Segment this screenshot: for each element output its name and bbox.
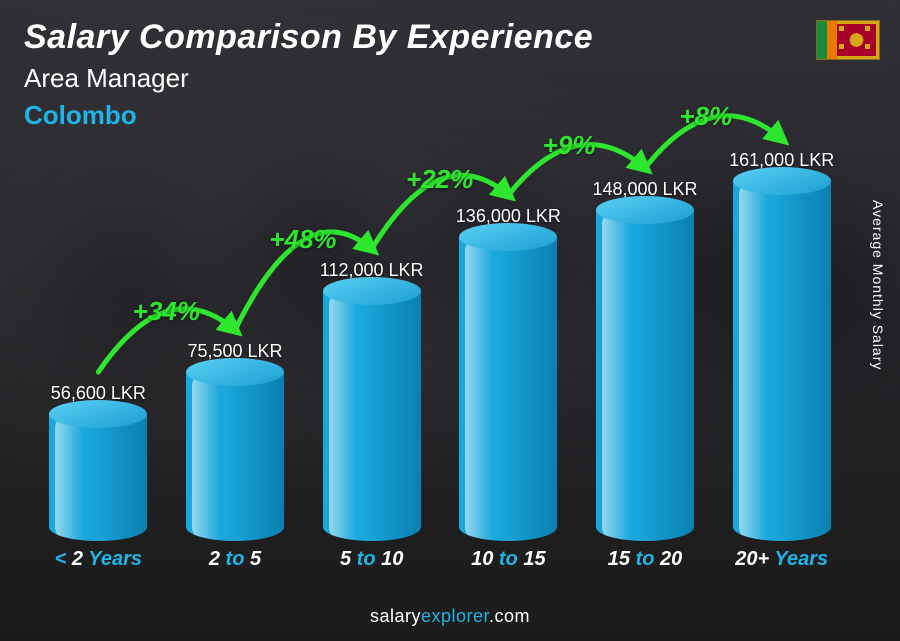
y-axis-label: Average Monthly Salary xyxy=(870,200,886,370)
pct-label: +9% xyxy=(543,130,596,161)
pct-label: +34% xyxy=(133,296,200,327)
bar xyxy=(323,291,421,541)
category-label: < 2 Years xyxy=(55,548,142,571)
footer-suffix: .com xyxy=(489,606,530,626)
bar-col-4: 148,000 LKR15 to 20 xyxy=(577,179,714,541)
footer-highlight: explorer xyxy=(421,606,489,626)
job-title: Area Manager xyxy=(24,63,876,94)
sri-lanka-flag-icon xyxy=(816,20,880,60)
page-title: Salary Comparison By Experience xyxy=(24,18,876,57)
bar-col-0: 56,600 LKR< 2 Years xyxy=(30,383,167,541)
category-label: 2 to 5 xyxy=(209,548,261,571)
bar-col-2: 112,000 LKR5 to 10 xyxy=(303,260,440,541)
bar xyxy=(459,237,557,541)
footer-brand: salaryexplorer.com xyxy=(0,606,900,627)
bar xyxy=(733,181,831,541)
category-label: 5 to 10 xyxy=(340,548,403,571)
pct-label: +8% xyxy=(679,101,732,132)
category-label: 10 to 15 xyxy=(471,548,546,571)
footer-prefix: salary xyxy=(370,606,421,626)
bar xyxy=(49,414,147,541)
bar xyxy=(596,210,694,541)
category-label: 20+ Years xyxy=(735,548,828,571)
bar xyxy=(186,372,284,541)
pct-label: +22% xyxy=(406,164,473,195)
bar-col-1: 75,500 LKR2 to 5 xyxy=(167,341,304,541)
salary-chart: 56,600 LKR< 2 Years75,500 LKR2 to 5112,0… xyxy=(30,101,850,571)
bar-col-5: 161,000 LKR20+ Years xyxy=(713,150,850,541)
category-label: 15 to 20 xyxy=(608,548,683,571)
pct-label: +48% xyxy=(269,224,336,255)
bar-col-3: 136,000 LKR10 to 15 xyxy=(440,206,577,541)
